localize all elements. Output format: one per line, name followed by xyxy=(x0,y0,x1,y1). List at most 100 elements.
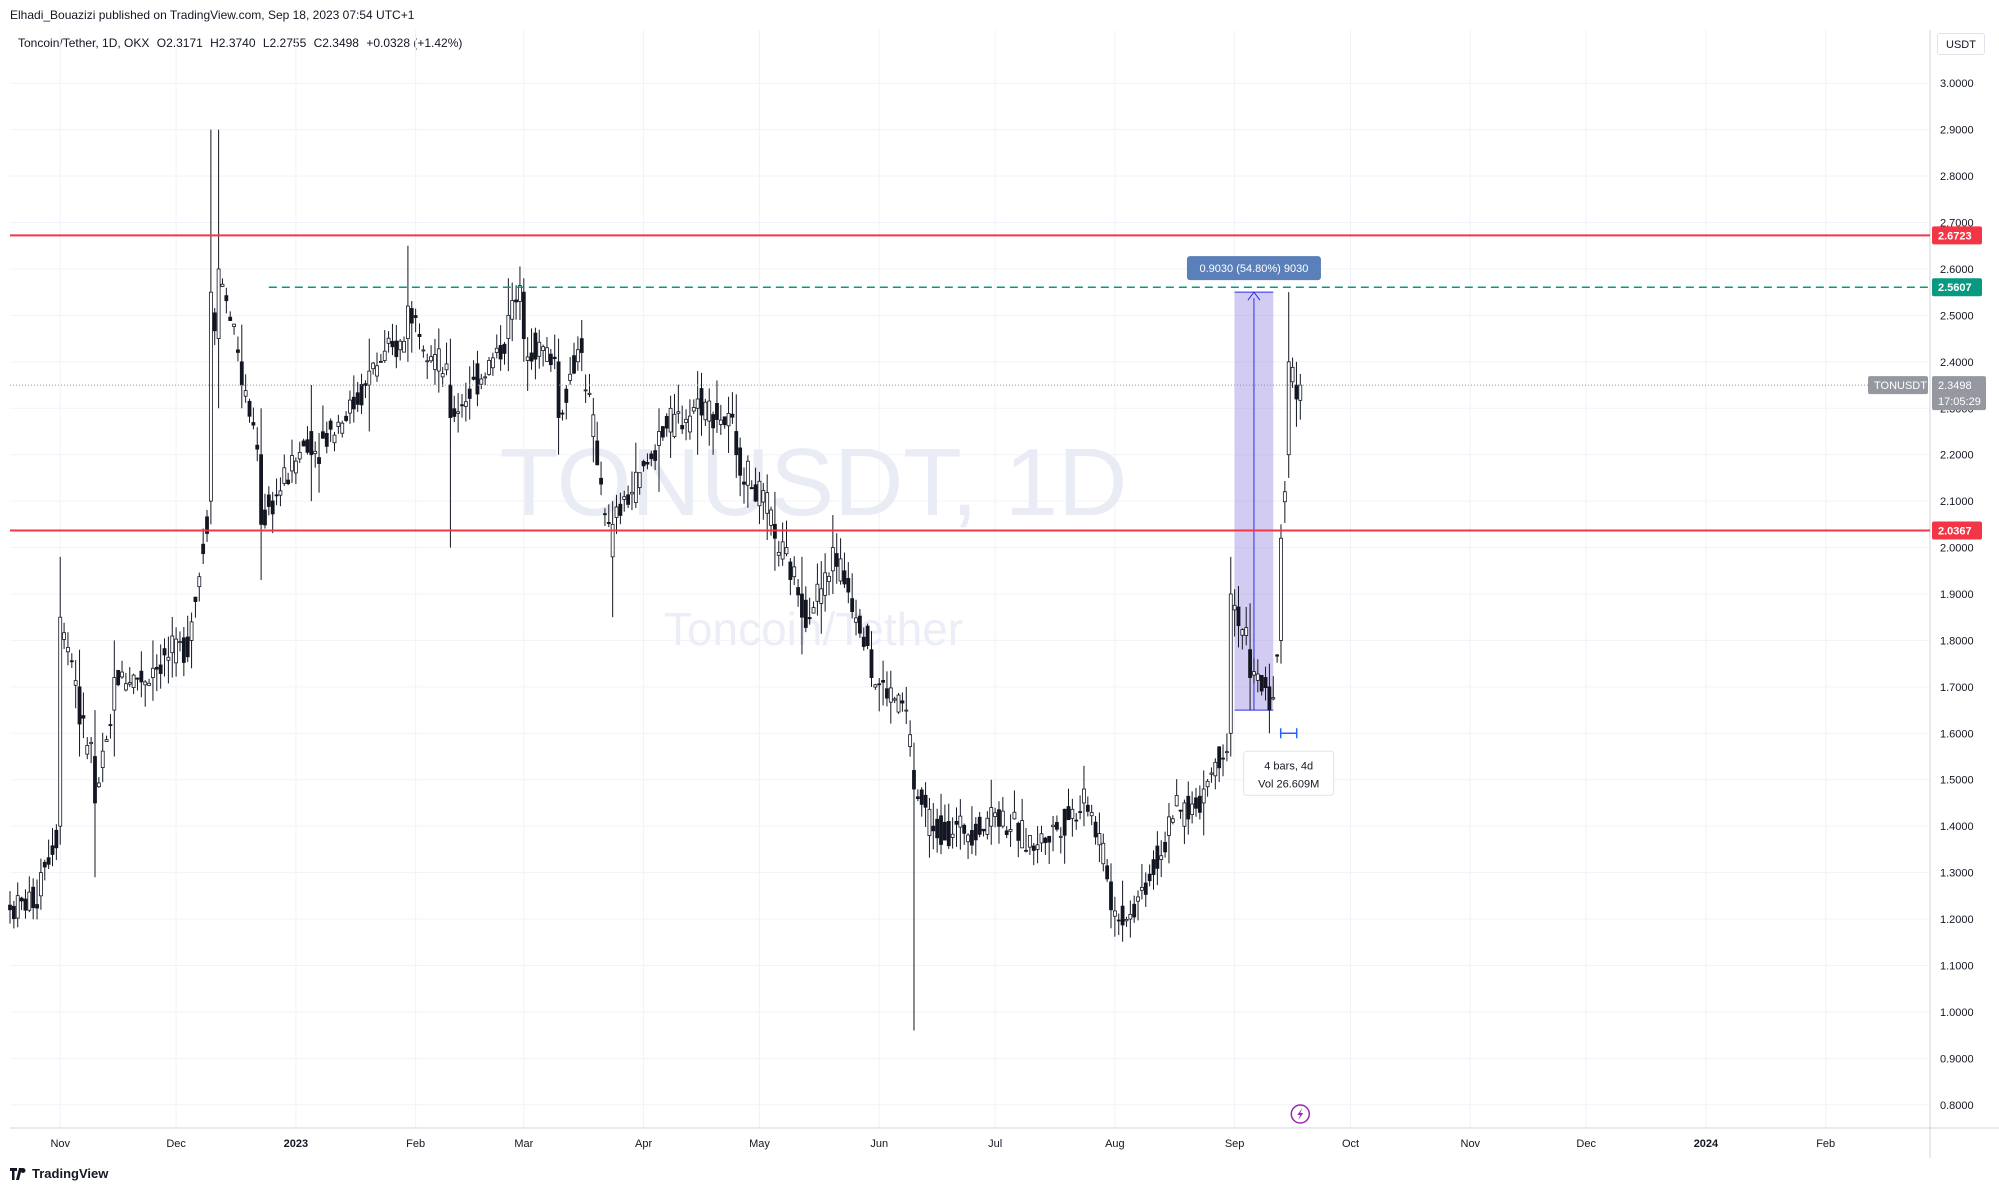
candle-down xyxy=(1105,865,1110,880)
candle-up xyxy=(120,671,124,678)
time-tick-label: Oct xyxy=(1342,1138,1359,1150)
candle-down xyxy=(749,487,754,490)
candle-down xyxy=(305,439,310,453)
candle-up xyxy=(1244,627,1249,636)
candle-up xyxy=(216,268,221,340)
candle-down xyxy=(753,484,758,502)
candle-up xyxy=(668,407,673,433)
candle-up xyxy=(367,370,372,386)
measure-label-box xyxy=(1186,256,1321,281)
candle-down xyxy=(355,392,360,405)
candle-down xyxy=(738,447,743,476)
symbol-name[interactable]: Toncoin/Tether, 1D, OKX xyxy=(18,36,150,50)
candle-up xyxy=(1089,812,1094,817)
candle-down xyxy=(317,457,321,464)
tradingview-logo[interactable]: TradingView xyxy=(10,1166,108,1181)
candle-up xyxy=(765,492,770,514)
candle-up xyxy=(707,400,712,422)
candle-up xyxy=(1170,818,1175,823)
candle-up xyxy=(769,509,773,526)
change-value: +0.0328 (+1.42%) xyxy=(366,36,463,50)
candle-up xyxy=(89,741,94,745)
candle-up xyxy=(62,632,66,640)
candle-down xyxy=(1132,903,1137,918)
price-tick-label: 1.8000 xyxy=(1940,635,1974,647)
currency-button[interactable]: USDT xyxy=(1937,33,1985,55)
candle-down xyxy=(93,756,97,804)
candle-down xyxy=(390,340,395,348)
candle-down xyxy=(803,599,808,628)
time-tick-label: Sep xyxy=(1225,1138,1245,1150)
price-tick-label: 1.5000 xyxy=(1940,775,1974,787)
candle-up xyxy=(784,547,789,555)
candle-down xyxy=(228,316,233,321)
candle-up xyxy=(85,745,90,755)
candle-down xyxy=(1178,809,1183,812)
candle-down xyxy=(915,796,920,799)
candle-down xyxy=(881,680,885,683)
candle-down xyxy=(498,345,503,360)
candle-down xyxy=(1263,677,1268,688)
candle-up xyxy=(1271,697,1276,700)
candle-up xyxy=(147,682,151,686)
candle-up xyxy=(610,523,615,558)
candle-down xyxy=(865,625,870,646)
candle-up xyxy=(830,547,835,572)
candle-down xyxy=(711,414,715,429)
candle-up xyxy=(297,451,302,460)
price-tick-label: 0.8000 xyxy=(1940,1100,1974,1112)
candle-down xyxy=(321,431,325,439)
candle-down xyxy=(846,578,851,593)
time-tick-label: Aug xyxy=(1105,1138,1125,1150)
candle-down xyxy=(946,820,951,847)
candle-up xyxy=(58,616,63,827)
candle-down xyxy=(653,450,658,461)
candle-up xyxy=(695,398,700,409)
candle-down xyxy=(236,349,240,353)
candle-down xyxy=(556,361,561,418)
candle-up xyxy=(444,363,449,371)
price-tick-label: 1.4000 xyxy=(1940,821,1974,833)
candle-up xyxy=(657,431,661,446)
candle-up xyxy=(1136,896,1140,902)
candle-up xyxy=(1020,820,1025,849)
candle-down xyxy=(116,670,121,686)
watermark-ticker: TONUSDT, 1D xyxy=(500,429,1128,536)
price-tick-label: 1.7000 xyxy=(1940,682,1974,694)
candle-down xyxy=(1267,686,1272,711)
candle-up xyxy=(1159,855,1164,860)
candle-down xyxy=(201,543,206,555)
candle-up xyxy=(382,350,387,361)
candle-up xyxy=(104,739,109,743)
candle-up xyxy=(494,347,499,353)
candle-down xyxy=(1236,606,1241,627)
price-tick-label: 2.1000 xyxy=(1940,496,1974,508)
candle-up xyxy=(490,357,495,369)
candle-up xyxy=(375,365,379,377)
candle-up xyxy=(440,373,445,378)
candle-up xyxy=(587,392,592,395)
candle-up xyxy=(761,490,766,503)
candle-up xyxy=(827,575,831,583)
candle-down xyxy=(954,820,959,825)
candle-up xyxy=(985,817,990,835)
candle-down xyxy=(42,861,47,868)
candle-up xyxy=(1255,673,1260,681)
candle-up xyxy=(290,455,294,472)
time-tick-label: Dec xyxy=(166,1138,186,1150)
candle-down xyxy=(912,770,916,790)
candle-down xyxy=(699,388,704,416)
candle-up xyxy=(1124,919,1129,922)
candle-down xyxy=(351,396,356,410)
candle-up xyxy=(1097,833,1102,846)
candle-up xyxy=(1182,802,1187,827)
candle-up xyxy=(1279,537,1283,641)
price-tick-label: 1.3000 xyxy=(1940,868,1974,880)
candle-up xyxy=(989,807,994,827)
candle-down xyxy=(579,338,584,353)
candle-down xyxy=(1151,859,1156,875)
candle-down xyxy=(997,809,1001,827)
candle-down xyxy=(981,828,986,832)
candle-down xyxy=(263,509,267,526)
